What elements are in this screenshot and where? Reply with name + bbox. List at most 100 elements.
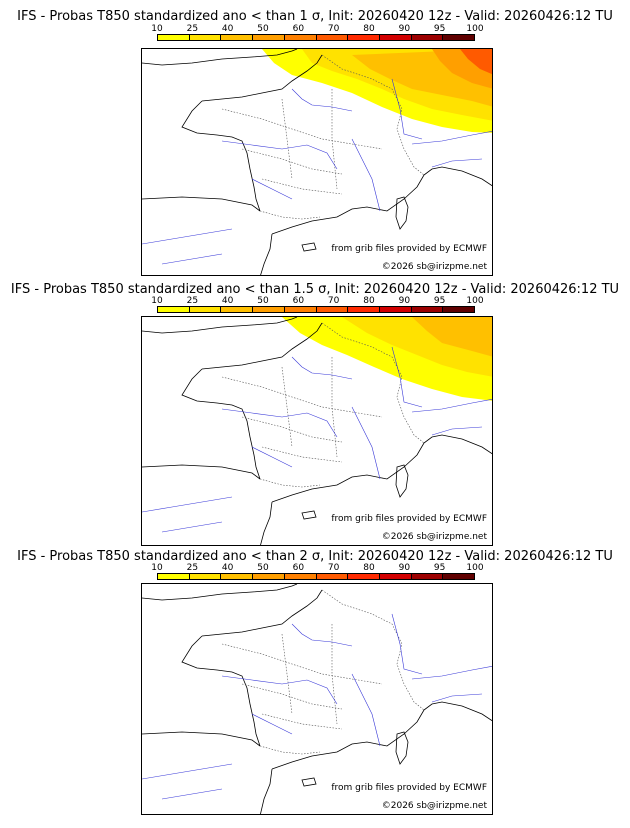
coastline-corsica	[395, 196, 409, 230]
colorbar-tick-label: 80	[363, 296, 375, 306]
panel-title: IFS - Probas T850 standardized ano < tha…	[17, 9, 613, 24]
river-seine	[291, 623, 353, 647]
colorbar-swatch	[348, 574, 380, 579]
colorbar-tick-label: 25	[186, 24, 199, 34]
data-source-credit: from grib files provided by ECMWF	[331, 244, 487, 254]
colorbar-tick-label: 25	[186, 563, 199, 573]
colorbar-swatch	[348, 35, 380, 40]
colorbar-swatch	[316, 574, 349, 579]
coastline-north-france	[201, 322, 323, 370]
colorbar-labels: 10 25 40 50 60 70 80 90 95 100	[151, 296, 483, 306]
colorbar-tick-label: 10	[151, 24, 163, 34]
coastline-italy	[423, 166, 492, 187]
border-regions	[221, 624, 383, 730]
map-panel-2: IFS - Probas T850 standardized ano < tha…	[0, 276, 630, 546]
colorbar-tick-label: 90	[398, 296, 411, 306]
border-pyrenees	[259, 478, 321, 488]
river-spain	[142, 763, 233, 800]
river-seine	[291, 356, 353, 380]
probability-shading-red-orange	[460, 49, 492, 75]
colorbar-tick-label: 60	[292, 296, 305, 306]
colorbar-swatch	[158, 35, 190, 40]
colorbar-tick-label: 100	[466, 563, 484, 573]
colorbar-swatch	[411, 307, 444, 312]
colorbar-swatch	[253, 574, 285, 579]
river-rhone	[351, 406, 381, 480]
border-regions	[221, 357, 383, 463]
map-panel-1: IFS - Probas T850 standardized ano < tha…	[0, 0, 630, 276]
colorbar-swatch	[284, 35, 317, 40]
coastline-balearic	[301, 777, 317, 787]
colorbar-swatch	[158, 307, 190, 312]
coastline-brittany	[181, 100, 261, 212]
colorbar-tick-label: 10	[151, 296, 163, 306]
france-map-graphic	[142, 49, 492, 275]
river-rhone	[351, 673, 381, 747]
river-loire	[221, 675, 338, 705]
colorbar-swatch	[253, 35, 285, 40]
colorbar-swatch	[189, 35, 222, 40]
colorbar-swatch	[253, 307, 285, 312]
colorbar-swatch	[379, 574, 412, 579]
coastline-corsica	[395, 731, 409, 765]
coastline-uk	[142, 49, 298, 66]
coastline-north-france	[201, 54, 323, 102]
border-france-east	[321, 589, 425, 711]
colorbar-swatch	[443, 35, 475, 40]
colorbar-tick-label: 50	[257, 24, 269, 34]
colorbar-tick-label: 70	[327, 563, 340, 573]
colorbar-tick-label: 80	[363, 24, 375, 34]
colorbar-tick-label: 60	[292, 24, 305, 34]
probability-map: from grib files provided by ECMWF ©2026 …	[141, 583, 493, 815]
colorbar-swatch	[221, 574, 254, 579]
coastline-uk	[142, 317, 298, 334]
probability-colorbar: 10 25 40 50 60 70 80 90 95 100	[151, 24, 484, 41]
coastline-mediterranean	[271, 442, 425, 503]
coastline-brittany	[181, 635, 261, 747]
colorbar-labels: 10 25 40 50 60 70 80 90 95 100	[151, 24, 483, 34]
coastline-balearic	[301, 510, 317, 520]
colorbar-swatch	[443, 307, 475, 312]
coastline-spain-north	[142, 464, 261, 480]
colorbar-tick-label: 10	[151, 563, 163, 573]
border-france-east	[321, 54, 425, 176]
colorbar-tick-label: 90	[398, 24, 411, 34]
river-garonne	[251, 713, 293, 735]
probability-map: from grib files provided by ECMWF ©2026 …	[141, 48, 493, 276]
coastline-balearic	[301, 242, 317, 252]
colorbar-tick-label: 50	[257, 296, 269, 306]
copyright-credit: ©2026 sb@irizpme.net	[381, 262, 487, 272]
colorbar-tick-label: 95	[433, 24, 446, 34]
river-danube	[411, 131, 492, 145]
colorbar-tick-label: 25	[186, 296, 199, 306]
river-seine	[291, 88, 353, 112]
river-rhine	[391, 613, 423, 675]
river-po	[431, 158, 483, 168]
colorbar-swatch	[411, 35, 444, 40]
france-map-graphic	[142, 584, 492, 814]
coastline-spain-north	[142, 196, 261, 212]
coastline-spain-east	[260, 768, 273, 814]
coastline-spain-east	[260, 501, 273, 545]
copyright-credit: ©2026 sb@irizpme.net	[381, 801, 487, 811]
river-rhine	[391, 78, 423, 140]
river-po	[431, 693, 483, 703]
colorbar-swatch	[189, 307, 222, 312]
colorbar-swatch	[158, 574, 190, 579]
river-danube	[411, 666, 492, 680]
data-source-credit: from grib files provided by ECMWF	[331, 514, 487, 524]
river-garonne	[251, 446, 293, 468]
colorbar-swatch	[316, 307, 349, 312]
coastline-uk	[142, 584, 298, 601]
panel-title: IFS - Probas T850 standardized ano < tha…	[17, 549, 613, 564]
river-rhine	[391, 346, 423, 408]
river-loire	[221, 408, 338, 438]
probability-map: from grib files provided by ECMWF ©2026 …	[141, 316, 493, 546]
border-pyrenees	[259, 210, 321, 220]
colorbar-tick-label: 50	[257, 563, 269, 573]
coastline-italy	[423, 434, 492, 455]
colorbar-tick-label: 80	[363, 563, 375, 573]
colorbar-tick-label: 40	[221, 24, 234, 34]
colorbar-tick-label: 100	[466, 296, 484, 306]
colorbar-swatch	[348, 307, 380, 312]
